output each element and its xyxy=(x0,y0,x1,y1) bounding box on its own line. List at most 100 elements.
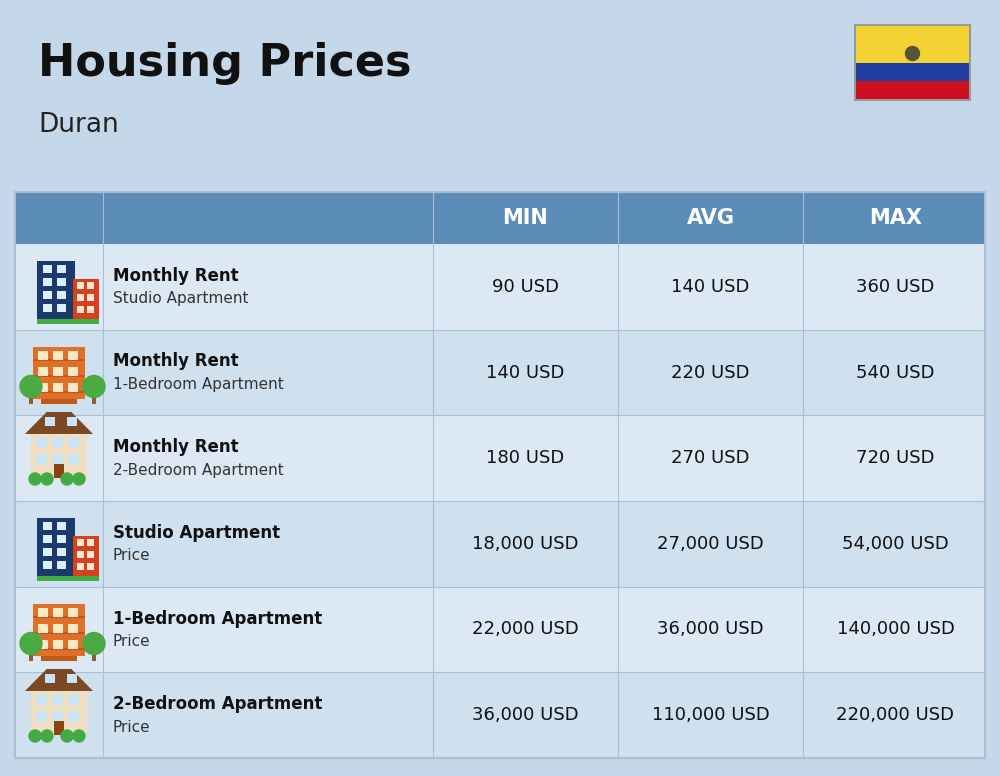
Circle shape xyxy=(20,632,42,654)
FancyBboxPatch shape xyxy=(68,366,78,376)
Text: 2-Bedroom Apartment: 2-Bedroom Apartment xyxy=(113,695,322,713)
Text: Price: Price xyxy=(113,549,151,563)
FancyBboxPatch shape xyxy=(43,278,52,286)
FancyBboxPatch shape xyxy=(57,291,66,299)
Text: 110,000 USD: 110,000 USD xyxy=(652,706,769,724)
Text: MIN: MIN xyxy=(503,208,548,228)
FancyBboxPatch shape xyxy=(53,383,63,392)
FancyBboxPatch shape xyxy=(77,306,84,313)
FancyBboxPatch shape xyxy=(15,192,985,244)
FancyBboxPatch shape xyxy=(53,351,63,359)
FancyBboxPatch shape xyxy=(77,294,84,301)
FancyBboxPatch shape xyxy=(855,81,970,100)
FancyBboxPatch shape xyxy=(87,306,94,313)
FancyBboxPatch shape xyxy=(68,623,78,632)
FancyBboxPatch shape xyxy=(53,366,63,376)
Circle shape xyxy=(29,730,41,742)
FancyBboxPatch shape xyxy=(68,608,78,616)
Text: Studio Apartment: Studio Apartment xyxy=(113,524,280,542)
Circle shape xyxy=(61,730,73,742)
FancyBboxPatch shape xyxy=(43,561,52,569)
Text: AVG: AVG xyxy=(686,208,734,228)
Text: MAX: MAX xyxy=(869,208,922,228)
FancyBboxPatch shape xyxy=(43,303,52,312)
FancyBboxPatch shape xyxy=(15,672,985,758)
FancyBboxPatch shape xyxy=(43,521,52,530)
FancyBboxPatch shape xyxy=(67,417,77,426)
FancyBboxPatch shape xyxy=(53,608,63,616)
FancyBboxPatch shape xyxy=(53,437,63,448)
FancyBboxPatch shape xyxy=(15,501,985,587)
FancyBboxPatch shape xyxy=(73,576,99,580)
FancyBboxPatch shape xyxy=(45,674,55,683)
FancyBboxPatch shape xyxy=(15,587,985,672)
FancyBboxPatch shape xyxy=(57,561,66,569)
Polygon shape xyxy=(25,412,93,434)
FancyBboxPatch shape xyxy=(38,623,48,632)
Text: Duran: Duran xyxy=(38,112,119,138)
Circle shape xyxy=(906,47,920,61)
FancyBboxPatch shape xyxy=(73,279,99,319)
FancyBboxPatch shape xyxy=(31,434,87,478)
FancyBboxPatch shape xyxy=(68,639,78,649)
Text: 1-Bedroom Apartment: 1-Bedroom Apartment xyxy=(113,609,322,628)
FancyBboxPatch shape xyxy=(57,265,66,272)
FancyBboxPatch shape xyxy=(15,415,985,501)
Text: Monthly Rent: Monthly Rent xyxy=(113,438,239,456)
FancyBboxPatch shape xyxy=(37,694,47,705)
FancyBboxPatch shape xyxy=(92,650,96,660)
FancyBboxPatch shape xyxy=(54,464,64,478)
FancyBboxPatch shape xyxy=(33,615,85,618)
FancyBboxPatch shape xyxy=(57,278,66,286)
FancyBboxPatch shape xyxy=(33,359,85,361)
FancyBboxPatch shape xyxy=(73,319,99,324)
Text: Monthly Rent: Monthly Rent xyxy=(113,267,239,285)
FancyBboxPatch shape xyxy=(38,351,48,359)
Text: 54,000 USD: 54,000 USD xyxy=(842,535,949,553)
Text: Studio Apartment: Studio Apartment xyxy=(113,291,248,307)
Text: 140 USD: 140 USD xyxy=(486,363,565,382)
FancyBboxPatch shape xyxy=(92,393,96,404)
FancyBboxPatch shape xyxy=(87,563,94,570)
Text: 220,000 USD: 220,000 USD xyxy=(836,706,954,724)
FancyBboxPatch shape xyxy=(41,399,77,404)
Text: 220 USD: 220 USD xyxy=(671,363,750,382)
FancyBboxPatch shape xyxy=(69,437,79,448)
FancyBboxPatch shape xyxy=(57,303,66,312)
FancyBboxPatch shape xyxy=(33,604,85,656)
FancyBboxPatch shape xyxy=(38,383,48,392)
Text: Price: Price xyxy=(113,634,151,649)
Text: Price: Price xyxy=(113,719,151,735)
Text: 720 USD: 720 USD xyxy=(856,449,935,467)
FancyBboxPatch shape xyxy=(855,63,970,81)
FancyBboxPatch shape xyxy=(43,265,52,272)
Text: 1-Bedroom Apartment: 1-Bedroom Apartment xyxy=(113,377,284,392)
FancyBboxPatch shape xyxy=(69,694,79,705)
FancyBboxPatch shape xyxy=(57,521,66,530)
FancyBboxPatch shape xyxy=(29,650,33,660)
FancyBboxPatch shape xyxy=(15,330,985,415)
FancyBboxPatch shape xyxy=(69,711,79,722)
Circle shape xyxy=(20,376,42,397)
FancyBboxPatch shape xyxy=(37,518,75,576)
FancyBboxPatch shape xyxy=(68,383,78,392)
FancyBboxPatch shape xyxy=(37,261,75,319)
FancyBboxPatch shape xyxy=(33,390,85,393)
Text: 140,000 USD: 140,000 USD xyxy=(837,621,954,639)
Circle shape xyxy=(83,376,105,397)
FancyBboxPatch shape xyxy=(29,393,33,404)
FancyBboxPatch shape xyxy=(38,639,48,649)
Text: 36,000 USD: 36,000 USD xyxy=(657,621,764,639)
FancyBboxPatch shape xyxy=(31,691,87,735)
Text: 22,000 USD: 22,000 USD xyxy=(472,621,579,639)
Text: Housing Prices: Housing Prices xyxy=(38,42,412,85)
FancyBboxPatch shape xyxy=(57,548,66,556)
FancyBboxPatch shape xyxy=(53,454,63,465)
Text: 2-Bedroom Apartment: 2-Bedroom Apartment xyxy=(113,462,284,478)
Text: 140 USD: 140 USD xyxy=(671,278,750,296)
Text: 27,000 USD: 27,000 USD xyxy=(657,535,764,553)
FancyBboxPatch shape xyxy=(45,417,55,426)
FancyBboxPatch shape xyxy=(87,294,94,301)
FancyBboxPatch shape xyxy=(37,576,75,580)
FancyBboxPatch shape xyxy=(41,656,77,660)
